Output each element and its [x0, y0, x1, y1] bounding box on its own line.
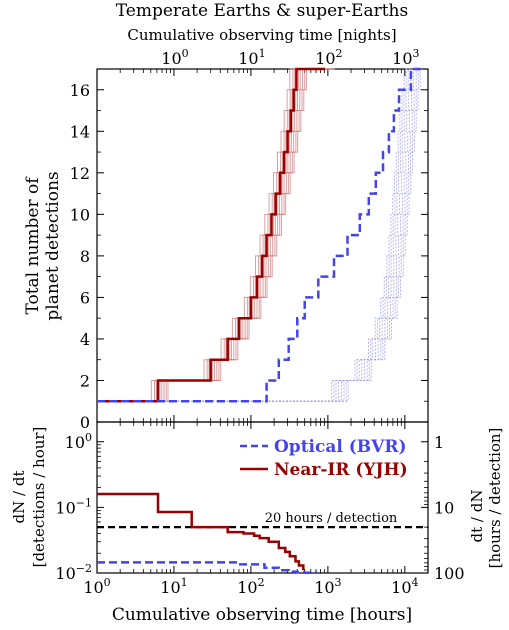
top-ytick-label: 10 [70, 205, 90, 224]
bottom-ylabel-right-line1: dt / dN [468, 490, 486, 543]
bottom-right-ytick-label: 10 [434, 498, 454, 517]
top-panel-frame [96, 68, 429, 423]
bottom-ytick-label: 100 [65, 431, 92, 452]
legend: Optical (BVR) Near-IR (YJH) [240, 437, 408, 480]
bottom-xtick-label: 104 [391, 576, 418, 597]
top-ylabel-line2: planet detections [43, 171, 63, 320]
top-ytick-label: 4 [80, 330, 90, 349]
optical-trial-line [97, 68, 414, 402]
top-ytick-label: 16 [70, 81, 90, 100]
top-ytick-label: 14 [70, 122, 90, 141]
optical-trial-line [97, 68, 423, 402]
bottom-ylabel-line2: [detections / hour] [30, 427, 48, 568]
optical-rate-line [97, 561, 318, 574]
chart-title: Temperate Earths & super-Earths [116, 1, 408, 21]
bottom-xtick-label: 103 [314, 576, 341, 597]
top-axis-tick-label: 101 [238, 47, 265, 68]
top-axis-tick-label: 102 [315, 47, 342, 68]
optical-trial-line [97, 68, 411, 402]
legend-nir-label: Near-IR (YJH) [274, 460, 408, 480]
bottom-ytick-label: 10−2 [55, 562, 92, 583]
bottom-xtick-label: 100 [83, 576, 110, 597]
legend-optical-label: Optical (BVR) [274, 437, 407, 457]
bottom-xlabel: Cumulative observing time [hours] [112, 605, 412, 625]
top-ytick-label: 0 [80, 413, 90, 432]
bottom-panel: 100 101 102 103 104 100 10−1 10−2 1 10 100 [55, 421, 465, 597]
nir-series-line [97, 67, 326, 403]
optical-trial-line [97, 68, 409, 402]
top-ytick-label: 6 [80, 288, 90, 307]
optical-trial-line [97, 68, 407, 402]
top-ytick-label: 12 [70, 164, 90, 183]
top-axis-tick-label: 103 [392, 47, 419, 68]
nir-trial-line [97, 68, 334, 402]
bottom-right-ytick-label: 1 [434, 433, 444, 452]
optical-series-line [97, 67, 422, 403]
bottom-ytick-label: 10−1 [55, 496, 92, 517]
nir-trial-line [97, 68, 329, 402]
bottom-ylabel-right-line2: [hours / detection] [486, 428, 504, 569]
nir-rate-line [97, 492, 305, 571]
nir-trial-line [97, 68, 319, 402]
nir-trial-line [97, 68, 332, 402]
bottom-right-ytick-label: 100 [434, 564, 465, 583]
top-panel: 0 2 4 6 8 10 12 14 16 100 101 102 103 [70, 47, 429, 432]
optical-trial-line [97, 68, 417, 402]
top-ylabel-line1: Total number of [23, 176, 43, 315]
bottom-xtick-label: 101 [160, 576, 187, 597]
top-axis-tick-label: 100 [161, 47, 188, 68]
top-ytick-label: 2 [80, 371, 90, 390]
bottom-xtick-label: 102 [237, 576, 264, 597]
top-ytick-label: 8 [80, 247, 90, 266]
optical-trial-line [97, 68, 421, 402]
nir-trial-line [97, 68, 327, 402]
bottom-ylabel-line1: dN / dt [10, 471, 28, 524]
threshold-label: 20 hours / detection [265, 511, 398, 526]
top-axis-label: Cumulative observing time [nights] [127, 26, 396, 44]
